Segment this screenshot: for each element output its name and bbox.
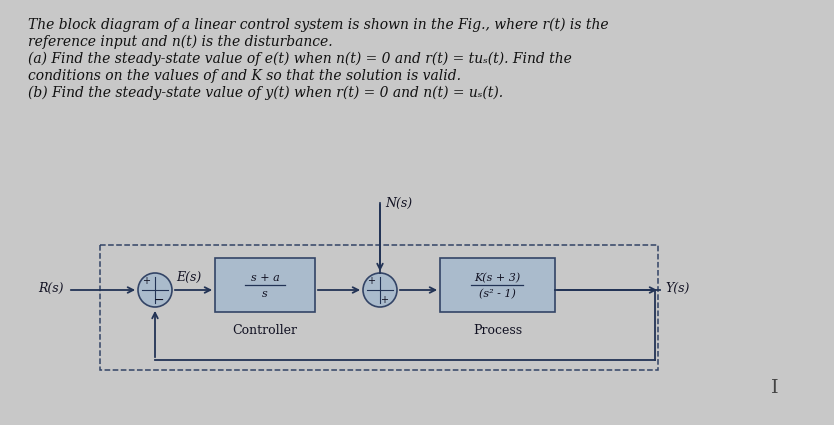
Text: Controller: Controller — [233, 324, 298, 337]
Text: s + a: s + a — [251, 273, 279, 283]
Text: K(s + 3): K(s + 3) — [475, 273, 520, 283]
Text: The block diagram of a linear control system is shown in the Fig., where r(t) is: The block diagram of a linear control sy… — [28, 18, 609, 32]
Text: +: + — [380, 295, 388, 305]
Text: (s² - 1): (s² - 1) — [479, 289, 516, 299]
Text: conditions on the values of and K so that the solution is valid.: conditions on the values of and K so tha… — [28, 69, 461, 83]
Text: (a) Find the steady-state value of e(t) when n(t) = 0 and r(t) = tuₛ(t). Find th: (a) Find the steady-state value of e(t) … — [28, 52, 572, 66]
Bar — [215, 258, 315, 312]
Text: I: I — [771, 379, 779, 397]
Bar — [440, 258, 555, 312]
Text: reference input and n(t) is the disturbance.: reference input and n(t) is the disturba… — [28, 35, 333, 49]
Circle shape — [363, 273, 397, 307]
Text: R(s): R(s) — [38, 281, 64, 295]
Text: +: + — [142, 276, 150, 286]
Text: +: + — [367, 276, 375, 286]
Text: E(s): E(s) — [176, 270, 201, 283]
Text: Process: Process — [473, 324, 522, 337]
Text: N(s): N(s) — [385, 196, 412, 210]
Bar — [100, 245, 658, 370]
Circle shape — [138, 273, 172, 307]
Text: (b) Find the steady-state value of y(t) when r(t) = 0 and n(t) = uₛ(t).: (b) Find the steady-state value of y(t) … — [28, 86, 503, 100]
Text: s: s — [262, 289, 268, 299]
Text: Y(s): Y(s) — [665, 281, 690, 295]
Text: −: − — [153, 294, 164, 306]
